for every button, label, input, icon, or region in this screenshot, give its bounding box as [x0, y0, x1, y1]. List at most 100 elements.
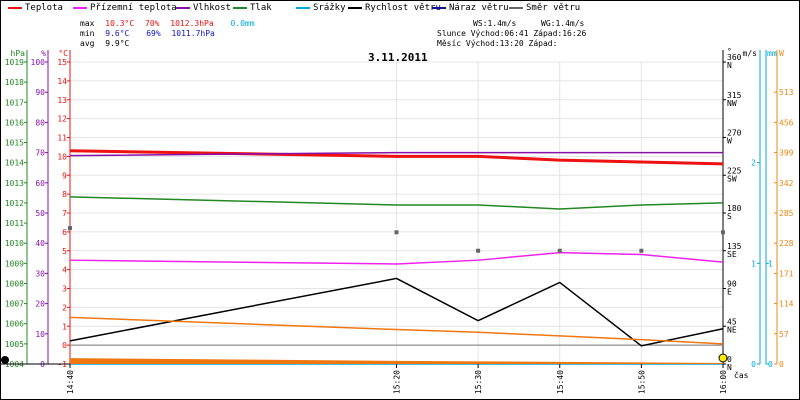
- axis-tick-label: 70: [35, 149, 45, 158]
- x-tick-label: 15:50: [637, 370, 646, 394]
- legend-swatch: [509, 6, 523, 9]
- stats-min-hum: 69%: [146, 29, 161, 38]
- axis-tick-label: 1015: [5, 139, 24, 148]
- series-line: [69, 151, 723, 157]
- axis-tick-label: 9: [62, 171, 67, 180]
- legend-label: Srážky: [313, 3, 346, 13]
- axis-tick-label: 60: [35, 179, 45, 188]
- axis-tick-label: 1016: [5, 118, 24, 127]
- axis-tick-label: 228: [779, 239, 794, 248]
- axis-tick-label: 6: [62, 228, 67, 237]
- stats-min-row: min 9.6°C 69% 1011.7hPa: [80, 29, 215, 39]
- axis-tick-label: 114: [779, 300, 794, 309]
- series-marker: [394, 230, 399, 235]
- legend-item: Teplota: [8, 2, 63, 14]
- axis-tick-label: 0: [727, 355, 732, 364]
- axis-tick-label: 5: [62, 247, 67, 256]
- axis-tick-label: 2: [62, 303, 67, 312]
- axis-tick-label: 10: [57, 152, 67, 161]
- axis-tick-label: 1: [751, 259, 756, 268]
- axis-tick-label: 135: [727, 242, 742, 251]
- axis-unit-label: hPa: [11, 49, 26, 58]
- direction-compass-label: SE: [727, 250, 737, 259]
- axis-unit-label: °C: [58, 49, 68, 58]
- stats-min-label: min: [80, 29, 95, 38]
- stats-ws: WS:1.4m/s: [473, 19, 517, 28]
- axis-tick-label: 90: [35, 88, 45, 97]
- stats-moon: Měsíc Východ:13:20 Západ:: [437, 39, 558, 48]
- stats-avg-temp: 9.9°C: [105, 39, 130, 48]
- axis-tick-label: 8: [62, 190, 67, 199]
- axis-tick-label: 40: [35, 239, 45, 248]
- direction-compass-label: NE: [727, 325, 737, 334]
- axis-tick-label: 20: [35, 300, 45, 309]
- axis-tick-label: 1017: [5, 98, 24, 107]
- axis-tick-label: 171: [779, 269, 794, 278]
- axis-tick-label: 0: [779, 360, 784, 369]
- x-tick-label: 15:20: [393, 370, 402, 394]
- series-marker: [557, 248, 562, 253]
- x-tick-label: 14:40: [66, 370, 75, 394]
- axis-unit-label: %: [41, 49, 46, 58]
- stats-sun: Slunce Východ:06:41 Západ:16:26: [437, 29, 587, 38]
- legend-item: Směr větru: [509, 2, 580, 14]
- direction-compass-label: W: [727, 137, 732, 146]
- series-line: [69, 196, 724, 210]
- stats-min-press: 1011.7hPa: [171, 29, 215, 38]
- series-marker: [476, 248, 481, 253]
- start-marker: [1, 356, 9, 364]
- axis-tick-label: 180: [727, 204, 742, 213]
- axis-tick-label: 285: [779, 209, 794, 218]
- axis-tick-label: 360: [727, 53, 742, 62]
- axis-tick-label: 14: [57, 77, 67, 86]
- chart-title: 3.11.2011: [368, 51, 428, 64]
- axis-tick-label: 1: [768, 259, 773, 268]
- axis-tick-label: 15: [57, 58, 67, 67]
- legend-label: Vlhkost: [193, 3, 231, 13]
- stats-max-row: max 10.3°C 70% 1012.3hPa 0.0mm: [80, 19, 255, 29]
- axis-tick-label: 1008: [5, 279, 24, 288]
- axis-tick-label: 1006: [5, 320, 24, 329]
- stats-min-temp: 9.6°C: [105, 29, 130, 38]
- axis-tick-label: 513: [779, 88, 794, 97]
- stats-avg-row: avg 9.9°C: [80, 39, 129, 49]
- x-tick-label: 15:40: [556, 370, 565, 394]
- axis-tick-label: 315: [727, 91, 742, 100]
- legend-label: Tlak: [250, 3, 272, 13]
- axis-tick-label: 1: [62, 322, 67, 331]
- legend-label: Rychlost větru: [365, 3, 441, 13]
- axis-tick-label: 342: [779, 179, 794, 188]
- x-tick-label: 16:00: [719, 370, 728, 394]
- axis-tick-label: 57: [779, 330, 789, 339]
- stats-wg: WG:1.4m/s: [541, 19, 585, 28]
- axis-tick-label: 50: [35, 209, 45, 218]
- legend-swatch: [73, 6, 87, 9]
- axis-tick-label: 1011: [5, 219, 24, 228]
- axis-tick-label: 456: [779, 118, 794, 127]
- legend-swatch: [176, 6, 190, 9]
- legend-swatch: [233, 6, 247, 9]
- series-marker: [639, 248, 644, 253]
- series-area: [70, 358, 723, 364]
- axis-tick-label: 1005: [5, 340, 24, 349]
- direction-compass-label: N: [727, 363, 732, 372]
- axis-unit-label: °: [727, 47, 732, 56]
- series-line: [69, 251, 724, 265]
- axis-tick-label: 0: [768, 360, 773, 369]
- axis-tick-label: 3: [62, 285, 67, 294]
- series-line: [69, 149, 724, 166]
- legend-label: Náraz větru: [449, 3, 509, 13]
- series-line: [69, 277, 724, 347]
- axis-tick-label: 1012: [5, 199, 24, 208]
- axis-tick-label: 1014: [5, 159, 24, 168]
- legend-item: Rychlost větru: [348, 2, 441, 14]
- stats-max-label: max: [80, 19, 95, 28]
- direction-compass-label: SW: [727, 174, 737, 183]
- x-axis-unit-label: čas: [734, 370, 749, 380]
- axis-tick-label: 11: [57, 134, 67, 143]
- stats-avg-label: avg: [80, 39, 95, 48]
- legend-label: Přízemní teplota: [90, 3, 177, 13]
- direction-compass-label: S: [727, 212, 732, 221]
- axis-unit-label: W: [779, 49, 784, 58]
